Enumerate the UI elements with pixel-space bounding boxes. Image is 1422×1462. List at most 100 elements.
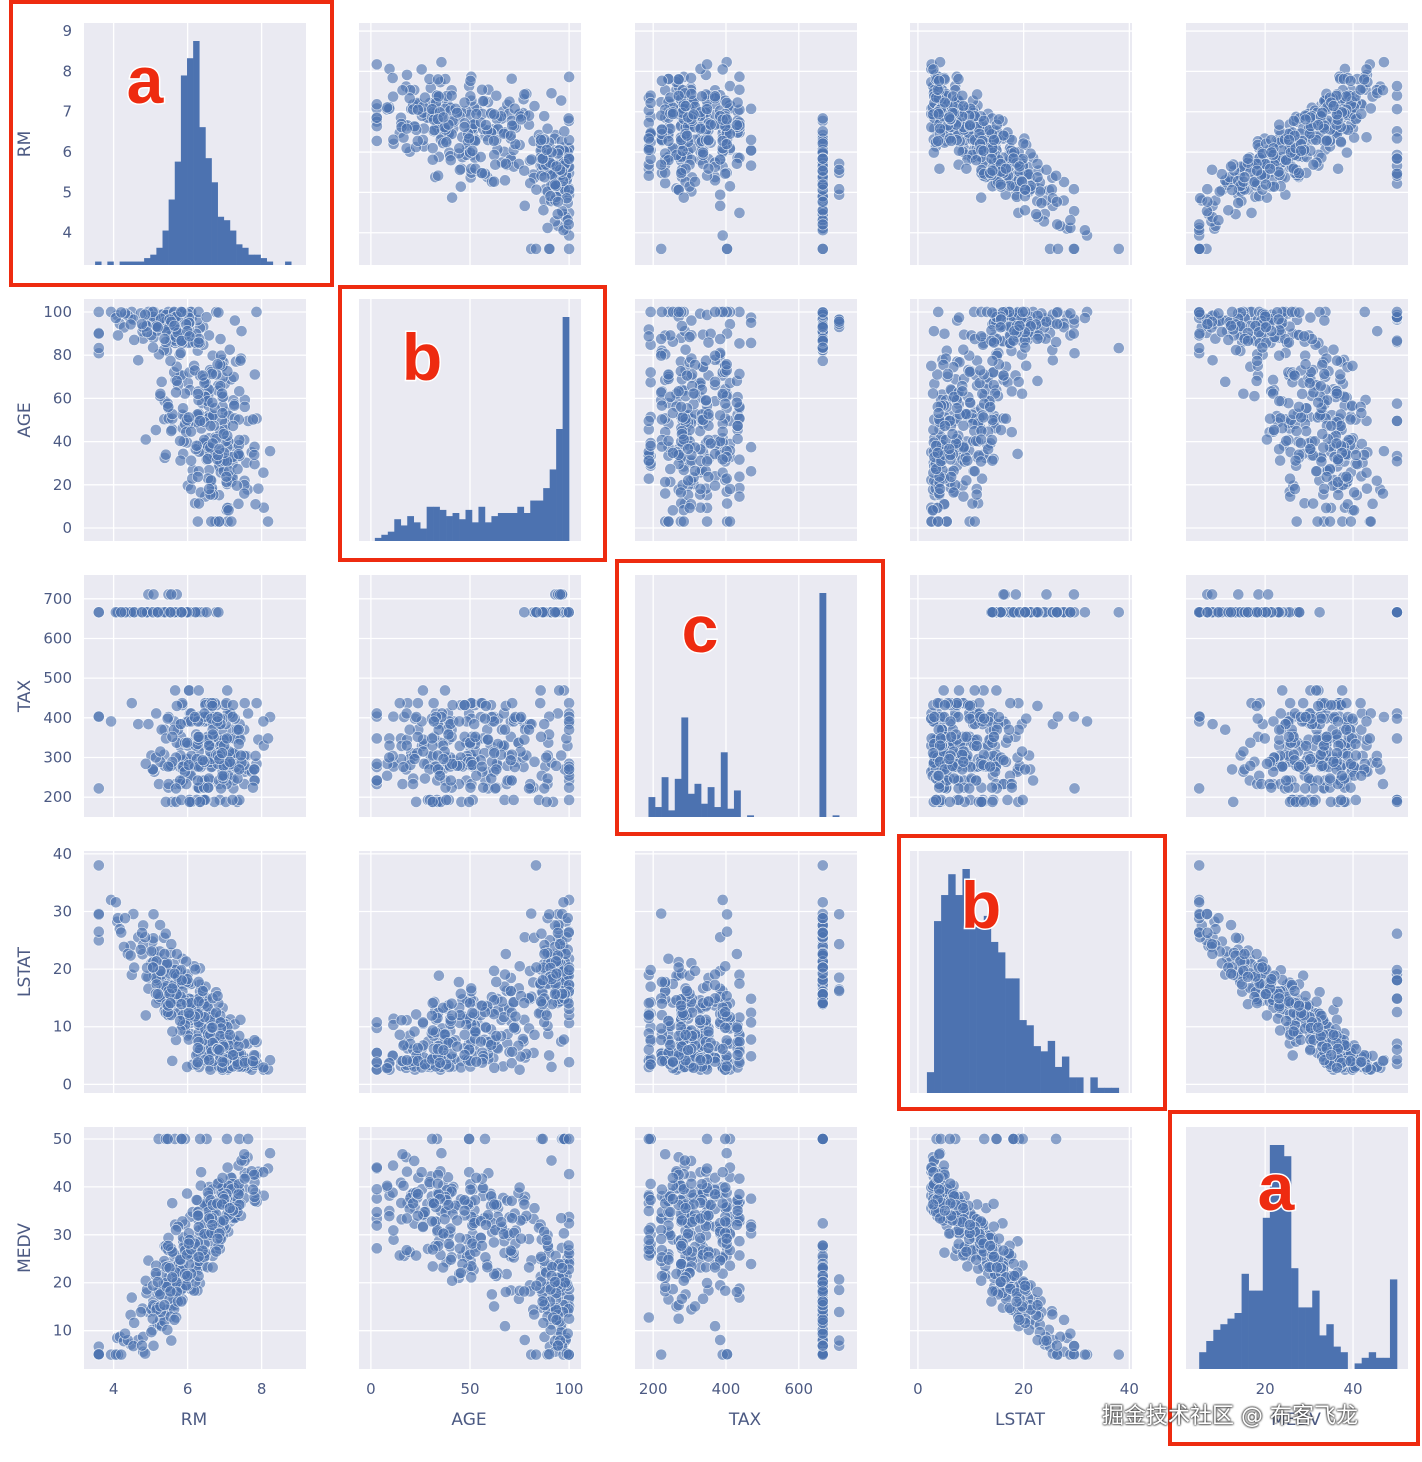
data-point	[932, 108, 945, 120]
data-point	[1307, 158, 1320, 171]
data-point	[697, 146, 709, 159]
data-point	[154, 387, 167, 400]
data-point	[1222, 334, 1235, 346]
data-point	[191, 515, 204, 528]
data-point	[745, 159, 757, 172]
data-point	[975, 191, 988, 204]
data-point	[549, 606, 561, 619]
data-point	[720, 113, 733, 126]
data-point	[400, 122, 413, 135]
data-point	[182, 759, 195, 771]
data-point	[370, 732, 383, 745]
data-point	[733, 83, 746, 96]
data-point	[162, 760, 175, 773]
data-point	[488, 108, 501, 121]
data-point	[687, 387, 700, 400]
data-point	[952, 73, 965, 86]
data-point	[1260, 178, 1272, 191]
data-point	[489, 782, 502, 795]
data-point	[476, 167, 488, 180]
data-point	[731, 419, 744, 432]
data-point	[468, 718, 481, 731]
data-point	[504, 754, 517, 767]
histogram-bar	[95, 261, 102, 265]
data-point	[964, 700, 976, 712]
data-point	[1201, 195, 1214, 208]
data-point	[212, 606, 225, 619]
histogram-bar	[180, 75, 188, 265]
histogram-bar	[254, 254, 261, 265]
data-point	[1020, 712, 1033, 725]
data-point	[1325, 699, 1338, 712]
data-point	[518, 606, 531, 619]
data-point	[666, 446, 679, 459]
data-point	[1327, 100, 1340, 112]
data-point	[1320, 730, 1333, 743]
data-point	[731, 433, 744, 445]
data-point	[446, 699, 459, 712]
data-point	[930, 794, 943, 806]
data-point	[683, 502, 696, 514]
data-point	[662, 515, 675, 528]
data-point	[833, 163, 846, 176]
data-point	[165, 588, 178, 601]
data-point	[1201, 183, 1214, 196]
data-point	[956, 385, 969, 398]
data-point	[196, 369, 209, 382]
data-point	[733, 368, 746, 380]
data-point	[1272, 313, 1285, 326]
data-point	[1327, 343, 1340, 356]
data-point	[1016, 306, 1029, 318]
data-point	[986, 434, 998, 446]
data-point	[720, 358, 733, 371]
data-point	[515, 113, 527, 126]
data-point	[689, 465, 701, 477]
data-point	[1019, 606, 1032, 619]
data-point	[1274, 454, 1287, 467]
data-point	[944, 715, 957, 728]
data-point	[1332, 162, 1345, 175]
panel-rm-vs-lstat	[910, 23, 1132, 265]
data-point	[1355, 769, 1368, 782]
data-point	[957, 343, 970, 356]
data-point	[677, 191, 690, 204]
data-point	[203, 329, 215, 342]
data-point	[993, 113, 1005, 126]
data-point	[200, 606, 213, 619]
data-point	[183, 796, 196, 808]
data-point	[655, 349, 668, 362]
data-point	[222, 504, 235, 517]
data-point	[702, 162, 715, 175]
histogram-bar	[248, 254, 255, 265]
data-point	[968, 515, 981, 528]
data-point	[381, 769, 394, 782]
data-point	[1320, 134, 1333, 147]
data-point	[147, 908, 160, 921]
data-point	[433, 769, 446, 782]
data-point	[963, 782, 976, 795]
data-point	[458, 121, 471, 133]
data-point	[221, 684, 234, 697]
data-point	[941, 368, 954, 380]
data-point	[1212, 214, 1225, 227]
data-point	[934, 483, 946, 495]
data-point	[550, 759, 563, 772]
data-point	[1245, 207, 1258, 219]
data-point	[731, 396, 743, 409]
data-point	[1273, 395, 1286, 408]
data-point	[1226, 763, 1238, 776]
histogram-bar	[174, 161, 182, 265]
data-point	[370, 58, 383, 71]
panel-age-vs-age	[359, 299, 581, 541]
data-point	[1013, 319, 1026, 332]
data-point	[644, 97, 657, 109]
data-point	[105, 715, 117, 728]
data-point	[1330, 437, 1343, 450]
data-point	[1300, 740, 1313, 752]
data-point	[204, 420, 217, 432]
data-point	[1318, 368, 1331, 380]
data-point	[92, 327, 105, 340]
data-point	[672, 385, 685, 398]
data-point	[932, 769, 945, 782]
data-point	[545, 87, 558, 100]
